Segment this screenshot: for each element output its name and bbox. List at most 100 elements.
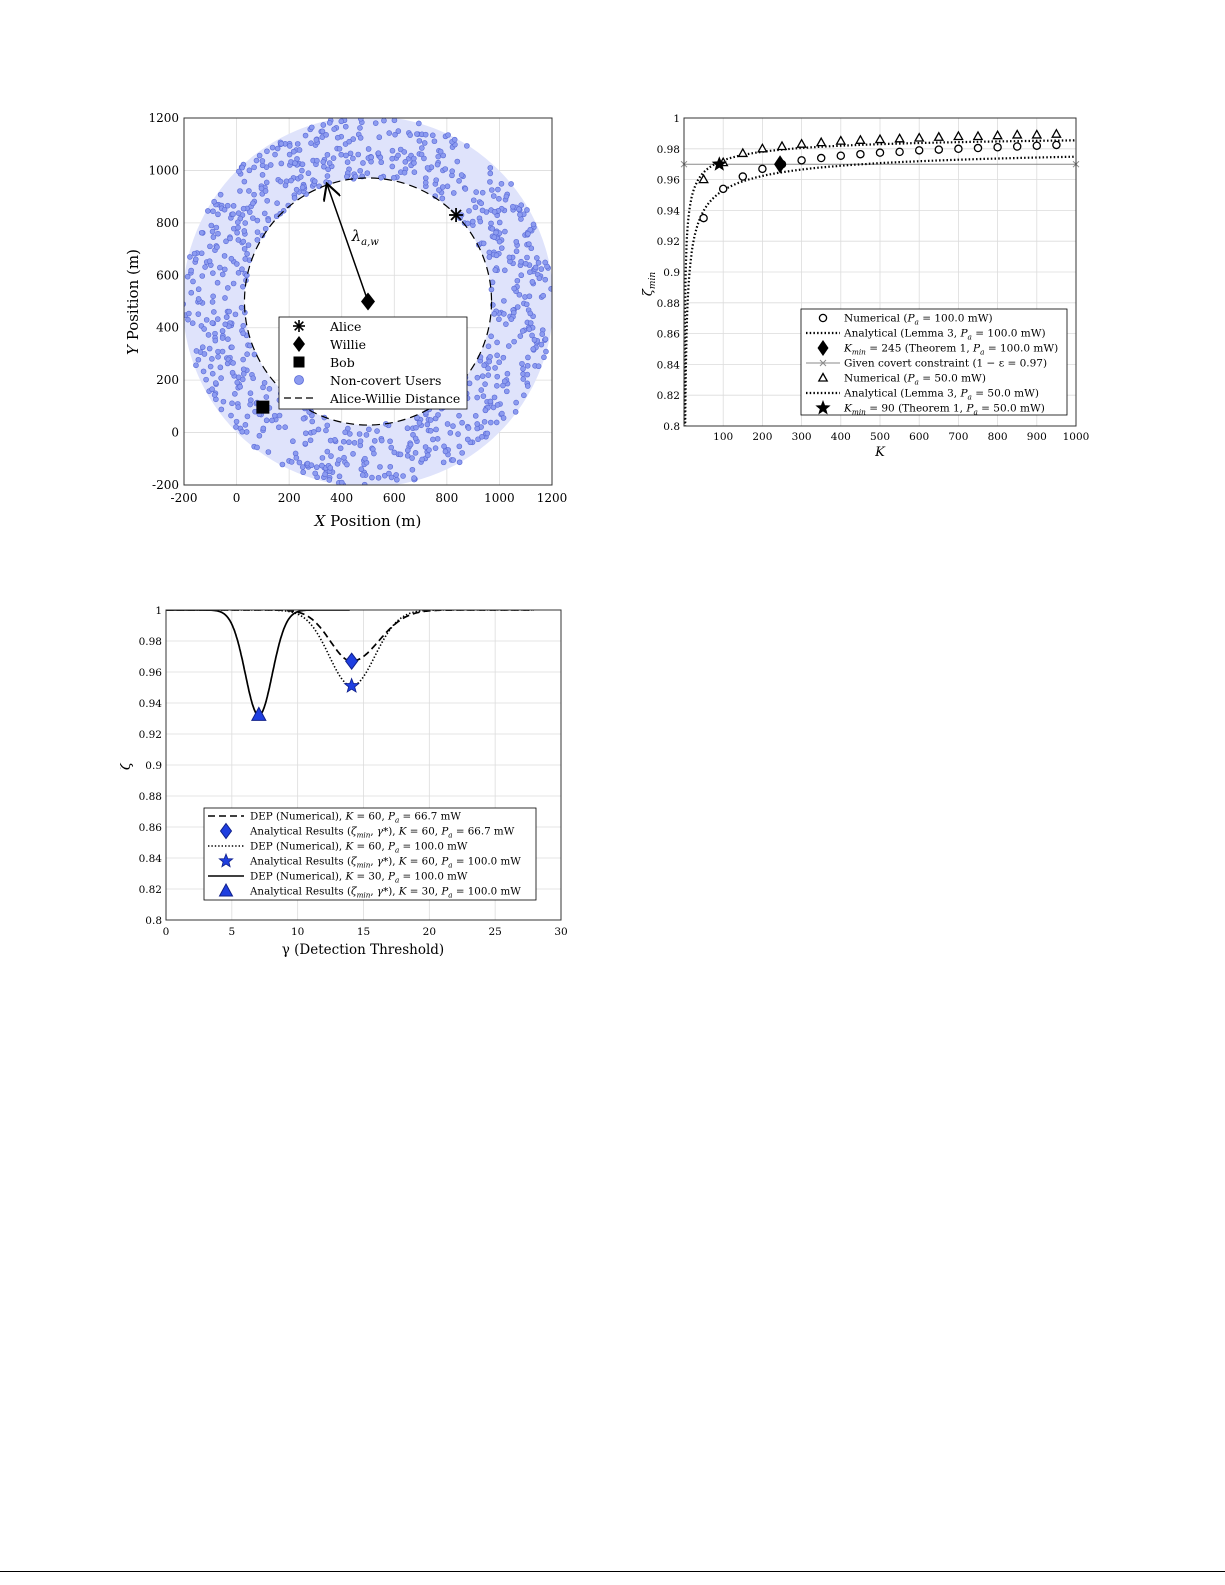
non-covert-user [258, 185, 265, 192]
non-covert-user [493, 229, 499, 236]
non-covert-user [528, 245, 535, 252]
x-tick-label: 1000 [1063, 431, 1090, 443]
non-covert-user [482, 407, 489, 414]
legend-kmin-diamond [817, 340, 829, 356]
numerical-triangle-marker [992, 129, 1003, 140]
legend-label: Analytical (Lemma 3, Pa = 50.0 mW) [843, 388, 1039, 402]
non-covert-user [495, 186, 501, 193]
non-covert-user [338, 479, 345, 485]
non-covert-user [479, 434, 485, 440]
non-covert-user [271, 412, 278, 419]
x-tick-label: 600 [909, 431, 929, 443]
non-covert-user [430, 436, 436, 443]
non-covert-user [215, 211, 221, 218]
non-covert-user [203, 376, 209, 383]
non-covert-user [256, 152, 263, 159]
non-covert-user [221, 253, 228, 259]
non-covert-user [214, 279, 221, 286]
numerical-triangle-marker [855, 134, 866, 144]
non-covert-user [524, 371, 531, 378]
non-covert-user [323, 427, 329, 434]
non-covert-user [389, 163, 396, 170]
y-axis-label: Y Position (m) [124, 249, 142, 355]
non-covert-user [188, 267, 194, 274]
non-covert-user [466, 380, 473, 387]
non-covert-user [282, 424, 288, 431]
non-covert-user [265, 449, 272, 455]
non-covert-user [246, 167, 253, 174]
non-covert-user [222, 321, 229, 328]
non-covert-user [494, 352, 500, 359]
numerical-circle-marker [1012, 142, 1022, 151]
non-covert-user [307, 437, 314, 444]
non-covert-user [265, 217, 272, 224]
non-covert-user [244, 251, 250, 257]
y-tick-label: 0.86 [657, 329, 681, 341]
non-covert-user [421, 140, 428, 146]
non-covert-user [395, 152, 401, 159]
analytical-triangle-marker [250, 706, 267, 721]
non-covert-user [357, 125, 363, 131]
non-covert-user [229, 344, 235, 351]
non-covert-user [442, 448, 449, 455]
dep-curve [166, 610, 350, 717]
non-covert-user [356, 431, 363, 437]
non-covert-user [510, 203, 516, 210]
non-covert-user [198, 250, 205, 257]
non-covert-user [526, 326, 533, 333]
non-covert-user [260, 425, 267, 432]
non-covert-user [422, 131, 429, 138]
non-covert-user [524, 207, 530, 213]
non-covert-user [502, 267, 508, 274]
y-tick-label: 0.8 [145, 915, 162, 927]
non-covert-user [481, 419, 488, 425]
non-covert-user [496, 195, 502, 202]
non-covert-user [240, 366, 247, 373]
legend-label: Willie [330, 337, 366, 352]
non-covert-user [324, 422, 331, 429]
legend-label: Analytical Results (ζmin, γ*), K = 30, P… [249, 886, 521, 900]
non-covert-user [230, 360, 236, 366]
non-covert-user [230, 280, 237, 287]
axes-frame [165, 609, 562, 921]
non-covert-user [542, 336, 549, 343]
legend-willie-marker [293, 336, 305, 352]
non-covert-user [211, 309, 217, 315]
non-covert-user [226, 308, 232, 315]
non-covert-user [336, 457, 342, 463]
non-covert-user [511, 285, 517, 292]
y-tick-label: 1200 [148, 111, 179, 125]
non-covert-user [435, 153, 442, 160]
non-covert-user [218, 406, 225, 413]
non-covert-user [200, 368, 207, 375]
non-covert-user [277, 178, 284, 185]
y-tick-label: 1 [155, 605, 162, 617]
non-covert-user [512, 409, 519, 415]
non-covert-user [269, 417, 275, 424]
markers [250, 652, 360, 721]
non-covert-user [320, 122, 327, 128]
non-covert-user [419, 456, 425, 463]
non-covert-user [535, 259, 542, 266]
non-covert-user [404, 452, 411, 459]
y-tick-label: 0.98 [657, 144, 680, 156]
annotations: λa,w [351, 227, 380, 248]
x-tick-label: 1200 [537, 491, 568, 505]
non-covert-user [419, 145, 425, 151]
non-covert-user [263, 394, 270, 400]
non-covert-user [486, 254, 493, 260]
non-covert-user [251, 164, 257, 171]
non-covert-user [238, 304, 245, 311]
y-tick-label: 0.84 [657, 359, 681, 371]
non-covert-user [344, 173, 350, 180]
non-covert-user [188, 289, 195, 296]
non-covert-user [209, 370, 216, 377]
non-covert-user [209, 320, 216, 326]
non-covert-user [290, 438, 296, 445]
non-covert-user [324, 151, 331, 158]
non-covert-user [291, 195, 298, 201]
non-covert-user [491, 311, 498, 317]
non-covert-user [346, 138, 352, 145]
non-covert-user [210, 208, 216, 215]
legend-label: Given covert constraint (1 − ε = 0.97) [844, 358, 1047, 370]
